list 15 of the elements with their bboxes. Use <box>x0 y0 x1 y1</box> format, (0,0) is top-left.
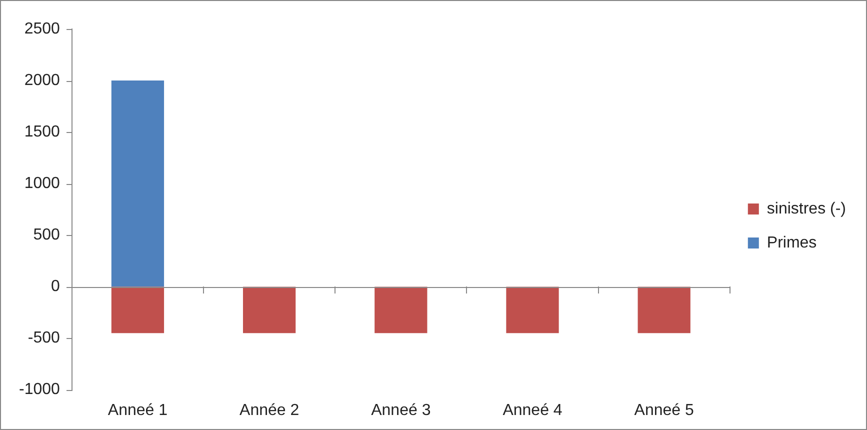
y-tick-label: 2000 <box>24 72 60 89</box>
y-tick-label: -1000 <box>19 381 60 398</box>
y-tick-label: 500 <box>33 226 60 244</box>
x-tick-label: Anneé 3 <box>371 402 431 419</box>
legend-label: Primes <box>766 234 817 252</box>
y-tick-label: 2500 <box>24 20 60 38</box>
y-tick-label: 0 <box>51 278 60 296</box>
x-tick-label: Année 2 <box>240 402 300 419</box>
legend-label: sinistres (-) <box>766 200 846 218</box>
x-tick-label: Anneé 4 <box>502 402 562 419</box>
x-tick-label: Anneé 1 <box>108 402 168 419</box>
y-tick-label: 1500 <box>24 123 60 140</box>
y-tick-label: 1000 <box>24 175 60 192</box>
x-tick-label: Anneé 5 <box>634 402 694 419</box>
y-tick-label: -500 <box>28 330 60 347</box>
